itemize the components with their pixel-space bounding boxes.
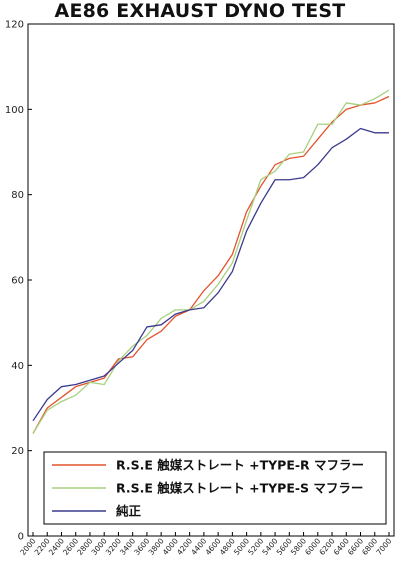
y-tick-label: 100	[5, 105, 24, 116]
series-line-1	[32, 95, 390, 434]
series-line-2	[32, 89, 390, 434]
series-lines	[32, 89, 390, 434]
legend-label-2: R.S.E 触媒ストレート +TYPE-S マフラー	[116, 481, 363, 496]
series-line-3	[32, 127, 389, 422]
chart-title: AE86 EXHAUST DYNO TEST	[54, 0, 346, 22]
y-tick-label: 80	[11, 190, 24, 201]
x-tick-label: 7000	[374, 536, 393, 557]
y-tick-label: 20	[11, 446, 24, 457]
y-tick-label: 40	[11, 361, 24, 372]
legend: R.S.E 触媒ストレート +TYPE-R マフラー R.S.E 触媒ストレート …	[43, 451, 387, 525]
legend-label-3: 純正	[116, 504, 142, 519]
y-tick-label: 120	[5, 20, 24, 31]
legend-label-1: R.S.E 触媒ストレート +TYPE-R マフラー	[116, 458, 364, 473]
y-tick-label: 0	[18, 532, 24, 543]
y-tick-label: 60	[11, 276, 24, 287]
plot-frame	[27, 23, 395, 537]
